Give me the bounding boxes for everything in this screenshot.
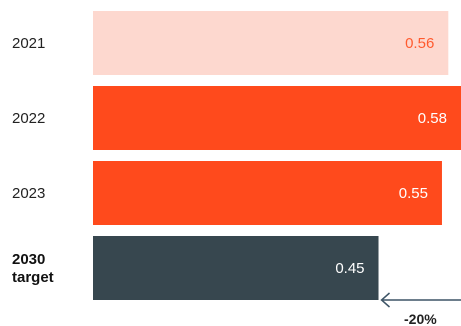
- bar-0: [93, 11, 449, 75]
- category-label-2: 2023: [12, 185, 45, 202]
- category-label-0: 2021: [12, 35, 45, 52]
- change-percent-label: -20%: [404, 311, 437, 326]
- category-label-1: 2022: [12, 110, 45, 127]
- bar-2: [93, 161, 442, 225]
- annotation-group: -20%: [380, 292, 461, 326]
- value-label-3: 0.45: [335, 260, 364, 277]
- value-label-2: 0.55: [399, 185, 428, 202]
- bars-group: [93, 11, 461, 300]
- change-arrow-head: [380, 292, 391, 308]
- category-label-3-line-1: target: [12, 269, 54, 286]
- value-label-0: 0.56: [405, 35, 434, 52]
- category-label-3-line-0: 2030: [12, 251, 45, 268]
- bar-3: [93, 236, 379, 300]
- bar-1: [93, 86, 461, 150]
- value-label-1: 0.58: [418, 110, 447, 127]
